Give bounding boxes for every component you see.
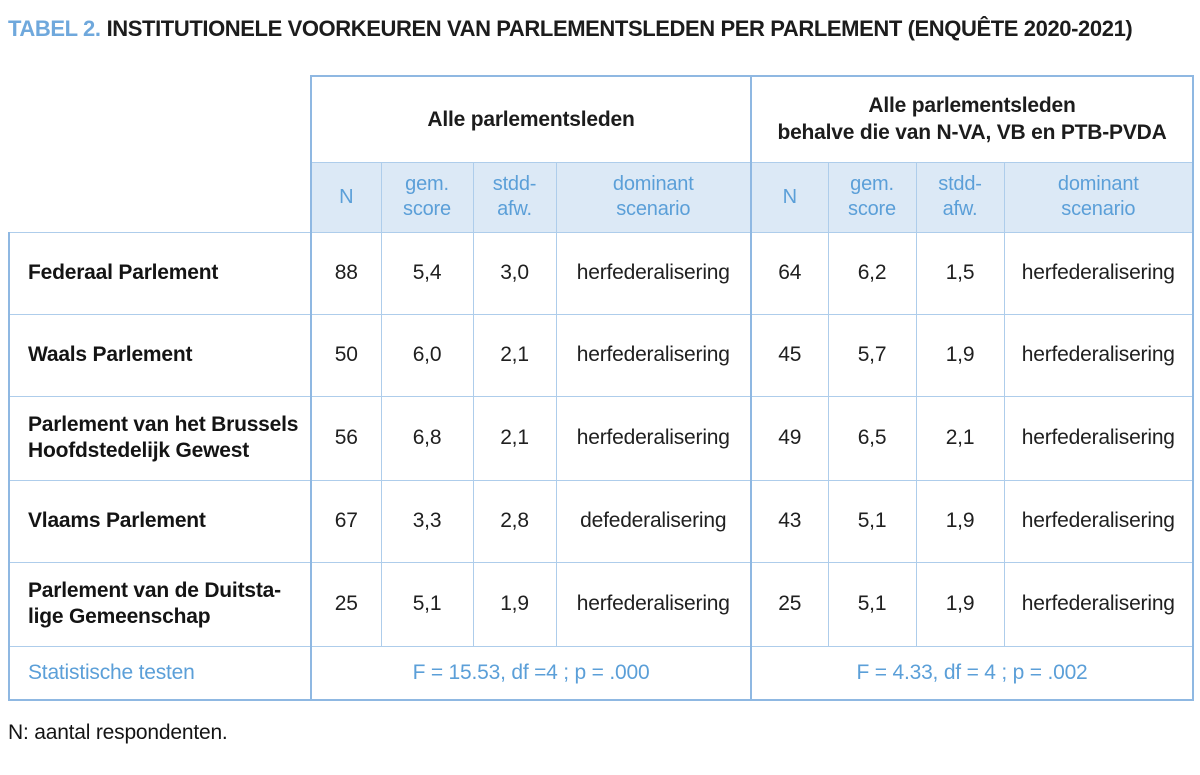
cell-dominant-all: herfederalisering [555,313,752,397]
cell-n-all: 67 [310,479,382,563]
cell-gem-all: 6,0 [380,313,474,397]
group-header-all-line: Alle parlementsleden [427,107,635,131]
col-header-line: N [339,185,354,208]
table-row-brussels: Parlement van het Brussels Hoofdstedelij… [8,395,1195,481]
cell-dominant-all: herfederalisering [555,561,752,647]
cell-n-all: 25 [310,561,382,647]
cell-dominant-excl: herfederalisering [1003,479,1195,563]
row-label: Parlement van het Brussels Hoofdstedelij… [8,395,312,481]
col-header-line: afw. [497,198,532,220]
col-header-dominant-excl: dominant scenario [1003,161,1195,233]
cell-stdd-excl: 1,9 [915,561,1005,647]
col-header-stdd-all: stdd- afw. [472,161,557,233]
cell-gem-excl: 5,7 [827,313,917,397]
row-label: Vlaams Parlement [8,479,312,563]
col-header-line: stdd- [492,173,537,195]
cell-gem-excl: 5,1 [827,479,917,563]
sub-header-row: N gem. score stdd- afw. dominant scenari… [9,161,1195,233]
cell-gem-all: 5,4 [380,231,474,315]
col-header-line: dominant [612,173,694,195]
footnote: N: aantal respondenten. [8,721,228,744]
cell-gem-excl: 6,2 [827,231,917,315]
col-header-line: dominant [1057,173,1139,195]
cell-dominant-excl: herfederalisering [1003,561,1195,647]
cell-n-excl: 49 [750,395,829,481]
col-header-line: afw. [942,198,978,220]
row-label-line: Vlaams Parlement [28,509,206,532]
table-row-waals: Waals Parlement 50 6,0 2,1 herfederalise… [8,313,1195,397]
row-label-line: lige Gemeenschap [28,605,211,628]
cell-n-all: 88 [310,231,382,315]
cell-gem-all: 3,3 [380,479,474,563]
table-row-duitstalige: Parlement van de Duitsta- lige Gemeensch… [8,561,1195,647]
group-header-all: Alle parlementsleden [310,75,752,163]
group-header-excl-line: behalve die van N-VA, VB en PTB-PVDA [777,121,1167,145]
cell-n-excl: 43 [750,479,829,563]
col-header-line: gem. [405,173,449,195]
cell-stdd-excl: 2,1 [915,395,1005,481]
table-row-federaal: Federaal Parlement 88 5,4 3,0 herfederal… [8,231,1195,315]
row-label: Waals Parlement [8,313,312,397]
col-header-n-all: N [310,161,382,233]
row-label-line: Hoofdstedelijk Gewest [28,439,250,462]
cell-dominant-all: herfederalisering [555,395,752,481]
cell-stdd-all: 1,9 [472,561,557,647]
row-label-line: Parlement van de Duitsta- [28,579,281,602]
cell-n-excl: 25 [750,561,829,647]
cell-stdd-excl: 1,9 [915,479,1005,563]
col-header-gem-excl: gem. score [827,161,917,233]
cell-n-excl: 64 [750,231,829,315]
cell-dominant-excl: herfederalisering [1003,395,1195,481]
row-label: Federaal Parlement [8,231,312,315]
group-header-row: Alle parlementsleden Alle parlementslede… [9,75,1195,232]
cell-gem-excl: 6,5 [827,395,917,481]
cell-dominant-all: herfederalisering [555,231,752,315]
row-label-line: Waals Parlement [28,343,193,366]
row-label-line: Parlement van het Brussels [28,413,299,436]
cell-stdd-all: 2,1 [472,395,557,481]
cell-dominant-excl: herfederalisering [1003,313,1195,397]
cell-n-excl: 45 [750,313,829,397]
cell-n-all: 56 [310,395,382,481]
cell-dominant-excl: herfederalisering [1003,231,1195,315]
table-title: TABEL 2. INSTITUTIONELE VOORKEUREN VAN PA… [8,16,1200,42]
cell-stdd-all: 3,0 [472,231,557,315]
col-header-line: N [782,185,797,208]
col-header-line: gem. [850,173,894,195]
table-title-text: INSTITUTIONELE VOORKEUREN VAN PARLEMENTS… [106,16,1133,41]
cell-gem-excl: 5,1 [827,561,917,647]
cell-stdd-all: 2,1 [472,313,557,397]
stats-label: Statistische testen [8,645,312,701]
cell-stdd-excl: 1,5 [915,231,1005,315]
col-header-line: score [403,198,451,220]
group-header-excl: Alle parlementsleden behalve die van N-V… [749,75,1195,163]
corner-spacer [9,76,311,232]
group-header-excl-line: Alle parlementsleden [868,94,1076,118]
col-header-line: scenario [616,198,691,220]
col-header-dominant-all: dominant scenario [555,161,752,233]
col-header-line: scenario [1061,198,1136,220]
col-header-n-excl: N [750,161,829,233]
row-label-line: Federaal Parlement [28,261,219,284]
cell-dominant-all: defederalisering [555,479,752,563]
col-header-gem-all: gem. score [380,161,474,233]
col-header-stdd-excl: stdd- afw. [915,161,1005,233]
cell-gem-all: 5,1 [380,561,474,647]
stats-excl: F = 4.33, df = 4 ; p = .002 [749,645,1195,701]
col-header-line: score [848,198,896,220]
cell-n-all: 50 [310,313,382,397]
col-header-line: stdd- [938,173,982,195]
preferences-table: Alle parlementsleden Alle parlementslede… [8,75,1195,701]
cell-stdd-excl: 1,9 [915,313,1005,397]
table-row-vlaams: Vlaams Parlement 67 3,3 2,8 defederalise… [8,479,1195,563]
table-title-number: TABEL 2. [8,16,101,41]
row-label: Parlement van de Duitsta- lige Gemeensch… [8,561,312,647]
cell-stdd-all: 2,8 [472,479,557,563]
cell-gem-all: 6,8 [380,395,474,481]
stats-all: F = 15.53, df =4 ; p = .000 [310,645,752,701]
table-row-stats: Statistische testen F = 15.53, df =4 ; p… [8,645,1195,701]
